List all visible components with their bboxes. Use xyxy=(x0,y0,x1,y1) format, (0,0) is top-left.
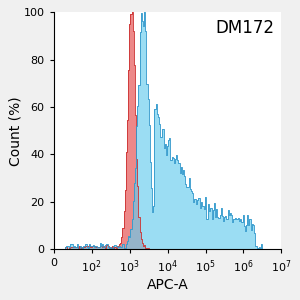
X-axis label: APC-A: APC-A xyxy=(147,278,188,292)
Y-axis label: Count (%): Count (%) xyxy=(8,96,22,166)
Polygon shape xyxy=(54,12,281,249)
Text: DM172: DM172 xyxy=(216,20,274,38)
Polygon shape xyxy=(54,12,281,249)
